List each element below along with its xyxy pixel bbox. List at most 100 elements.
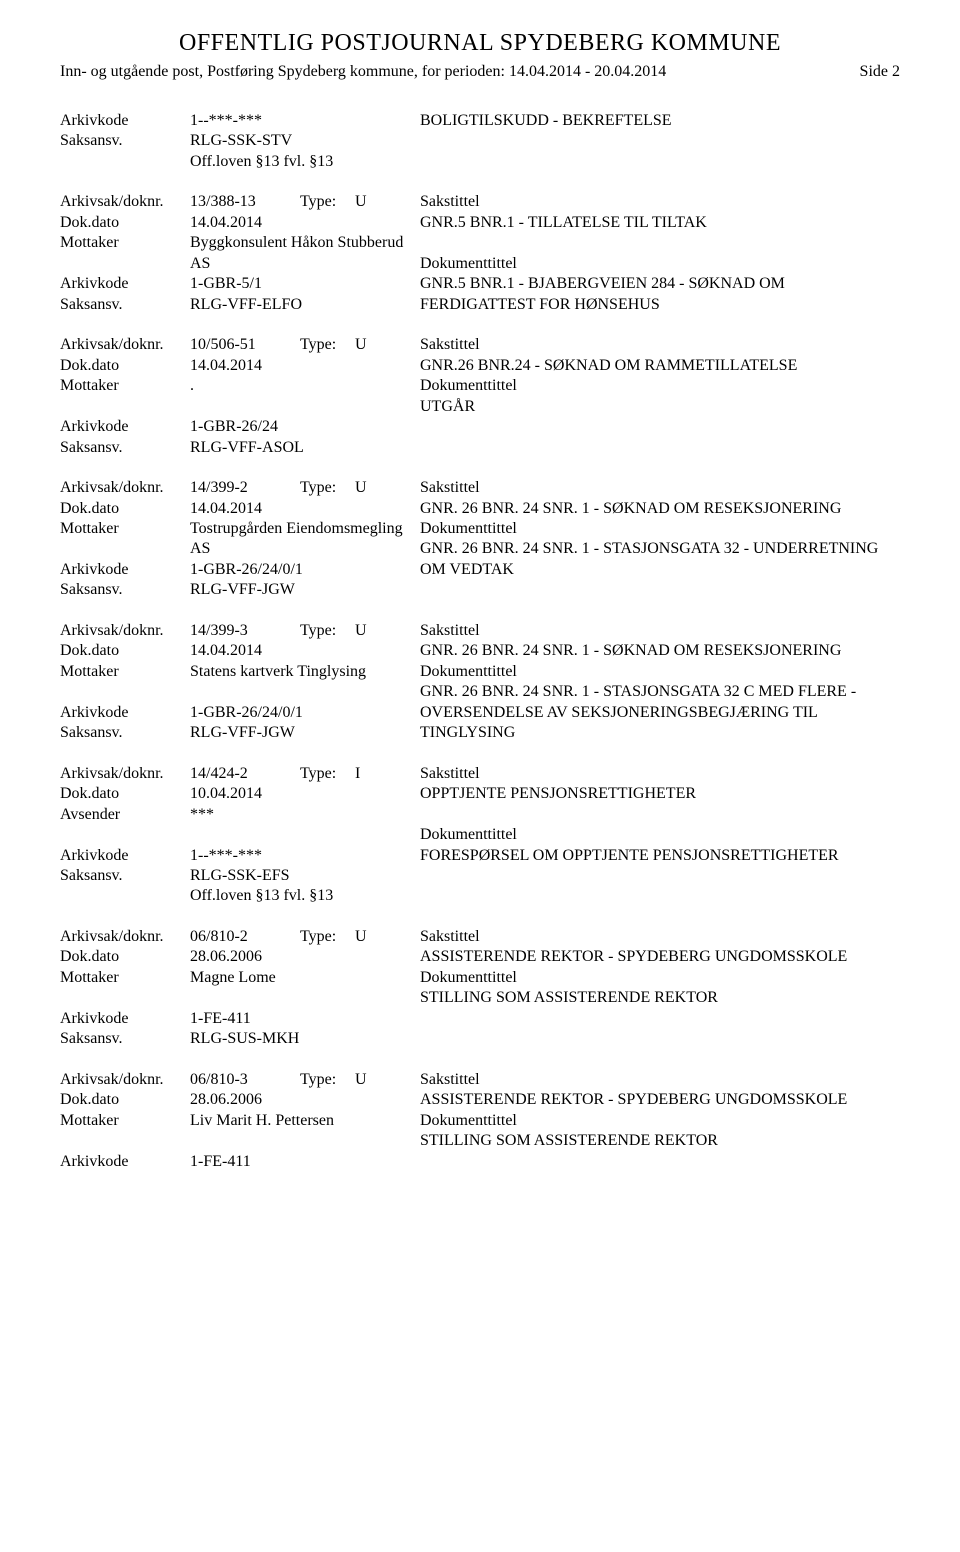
entry-row-value (190, 825, 420, 845)
entry-type-code: I (355, 764, 385, 784)
entry-row-label: Saksansv. (60, 723, 190, 743)
entry-row-label: Dok.dato (60, 356, 190, 376)
entry-row-label: Arkivsak/doknr. (60, 1070, 190, 1090)
entry-row-value: RLG-SUS-MKH (190, 1029, 420, 1049)
entry-right-title: Sakstittel (420, 927, 900, 947)
entry-row-value: 1-GBR-26/24 (190, 417, 420, 437)
entry-row-label: Saksansv. (60, 580, 190, 600)
entry-right-line: UTGÅR (420, 397, 900, 417)
entry-row-label (60, 682, 190, 702)
entry-row: Arkivkode1-GBR-26/24/0/1 (60, 560, 420, 580)
entry-row-value: RLG-SSK-STV (190, 131, 420, 151)
entry-row-label: Arkivkode (60, 703, 190, 723)
entry-row-label: Arkivkode (60, 846, 190, 866)
entry-row: Arkivsak/doknr.10/506-51Type:U (60, 335, 420, 355)
entry-type-code: U (355, 1070, 385, 1090)
entry-row-label: Mottaker (60, 1111, 190, 1131)
entry-row: Arkivkode1-FE-411 (60, 1152, 420, 1172)
entry-row-value: 13/388-13 (190, 192, 300, 212)
entry-row (60, 397, 420, 417)
entry-row-value: 06/810-2 (190, 927, 300, 947)
entry-right-line: FORESPØRSEL OM OPPTJENTE PENSJONSRETTIGH… (420, 846, 900, 866)
entry-right-line: Dokumenttittel (420, 662, 900, 682)
entry-left-column: Arkivsak/doknr.06/810-2Type:UDok.dato28.… (60, 927, 420, 1050)
entry-row-value (190, 397, 420, 417)
journal-entry: Arkivsak/doknr.06/810-2Type:UDok.dato28.… (60, 927, 900, 1050)
entry-row: Saksansv.RLG-SSK-EFS (60, 866, 420, 886)
entry-row-label (60, 825, 190, 845)
entry-row: Dok.dato10.04.2014 (60, 784, 420, 804)
entry-row: Arkivkode1-GBR-26/24 (60, 417, 420, 437)
entry-row: Arkivsak/doknr.14/399-3Type:U (60, 621, 420, 641)
page-number: Side 2 (860, 63, 900, 81)
entry-right-title: Sakstittel (420, 478, 900, 498)
entry-row-value: 1--***-*** (190, 846, 420, 866)
entry-type-code: U (355, 927, 385, 947)
entry-right-line: GNR.5 BNR.1 - TILLATELSE TIL TILTAK (420, 213, 900, 233)
entry-row: Arkivsak/doknr.13/388-13Type:U (60, 192, 420, 212)
entry-row: Arkivkode1--***-*** (60, 111, 420, 131)
page-title: OFFENTLIG POSTJOURNAL SPYDEBERG KOMMUNE (60, 30, 900, 57)
entry-type-code: U (355, 478, 385, 498)
entry-row-value: Statens kartverk Tinglysing (190, 662, 420, 682)
entry-row: Off.loven §13 fvl. §13 (60, 886, 420, 906)
entry-row-label: Saksansv. (60, 438, 190, 458)
entry-right-title: Sakstittel (420, 764, 900, 784)
entry-row: Dok.dato14.04.2014 (60, 356, 420, 376)
journal-entry: Arkivsak/doknr.06/810-3Type:UDok.dato28.… (60, 1070, 900, 1172)
entry-row-label: Arkivsak/doknr. (60, 478, 190, 498)
entry-right-line: Dokumenttittel (420, 968, 900, 988)
entry-row-label (60, 886, 190, 906)
entry-row-value: 1-GBR-26/24/0/1 (190, 703, 420, 723)
sub-header-text: Inn- og utgående post, Postføring Spydeb… (60, 63, 666, 81)
entry-row-value: RLG-SSK-EFS (190, 866, 420, 886)
entry-row-label: Dok.dato (60, 641, 190, 661)
entry-row-label: Saksansv. (60, 295, 190, 315)
entry-row-label: Arkivkode (60, 1009, 190, 1029)
journal-entry: Arkivsak/doknr.14/399-2Type:UDok.dato14.… (60, 478, 900, 601)
entry-right-line: ASSISTERENDE REKTOR - SPYDEBERG UNGDOMSS… (420, 1090, 900, 1110)
entry-row: Dok.dato28.06.2006 (60, 947, 420, 967)
entry-row-value (190, 988, 420, 1008)
entry-row-value: 06/810-3 (190, 1070, 300, 1090)
entry-row-value: RLG-VFF-JGW (190, 723, 420, 743)
entry-row-value: 14.04.2014 (190, 356, 420, 376)
entry-row-label: Dok.dato (60, 1090, 190, 1110)
entry-right-line: GNR. 26 BNR. 24 SNR. 1 - SØKNAD OM RESEK… (420, 641, 900, 661)
entry-row-label: Arkivsak/doknr. (60, 764, 190, 784)
entry-right-line: OPPTJENTE PENSJONSRETTIGHETER (420, 784, 900, 804)
entry-right-line: GNR. 26 BNR. 24 SNR. 1 - STASJONSGATA 32… (420, 539, 900, 580)
entry-left-column: Arkivsak/doknr.14/424-2Type:IDok.dato10.… (60, 764, 420, 907)
entry-left-column: Arkivkode1--***-***Saksansv.RLG-SSK-STVO… (60, 111, 420, 172)
entry-row-label: Mottaker (60, 519, 190, 560)
entry-row: Dok.dato14.04.2014 (60, 499, 420, 519)
entry-row-label: Saksansv. (60, 1029, 190, 1049)
entry-row-label: Saksansv. (60, 131, 190, 151)
entry-row-label: Arkivkode (60, 560, 190, 580)
entry-row-value: Tostrupgården Eiendomsmegling AS (190, 519, 420, 560)
entry-right-column: SakstittelASSISTERENDE REKTOR - SPYDEBER… (420, 1070, 900, 1172)
entry-row: Saksansv.RLG-SSK-STV (60, 131, 420, 151)
entry-right-line: GNR.26 BNR.24 - SØKNAD OM RAMMETILLATELS… (420, 356, 900, 376)
entry-right-line: Dokumenttittel (420, 1111, 900, 1131)
entry-right-line (420, 805, 900, 825)
entry-left-column: Arkivsak/doknr.14/399-2Type:UDok.dato14.… (60, 478, 420, 601)
entry-row-label: Arkivkode (60, 111, 190, 131)
entry-right-line: GNR. 26 BNR. 24 SNR. 1 - SØKNAD OM RESEK… (420, 499, 900, 519)
entry-right-line: GNR. 26 BNR. 24 SNR. 1 - STASJONSGATA 32… (420, 682, 900, 743)
entry-left-column: Arkivsak/doknr.10/506-51Type:UDok.dato14… (60, 335, 420, 458)
entry-row (60, 1131, 420, 1151)
entry-row-value: RLG-VFF-ASOL (190, 438, 420, 458)
entry-row: MottakerTostrupgården Eiendomsmegling AS (60, 519, 420, 560)
entry-right-column: SakstittelGNR.26 BNR.24 - SØKNAD OM RAMM… (420, 335, 900, 458)
entry-row-value: RLG-VFF-ELFO (190, 295, 420, 315)
entry-row: Saksansv.RLG-VFF-ASOL (60, 438, 420, 458)
entry-type-code: U (355, 621, 385, 641)
entry-type-label: Type: (300, 335, 355, 355)
entry-left-column: Arkivsak/doknr.06/810-3Type:UDok.dato28.… (60, 1070, 420, 1172)
entry-row: Arkivsak/doknr.06/810-2Type:U (60, 927, 420, 947)
entry-right-column: SakstittelGNR. 26 BNR. 24 SNR. 1 - SØKNA… (420, 621, 900, 744)
entry-row: Saksansv.RLG-VFF-JGW (60, 723, 420, 743)
entry-right-column: SakstittelGNR. 26 BNR. 24 SNR. 1 - SØKNA… (420, 478, 900, 601)
journal-entry: Arkivsak/doknr.14/399-3Type:UDok.dato14.… (60, 621, 900, 744)
